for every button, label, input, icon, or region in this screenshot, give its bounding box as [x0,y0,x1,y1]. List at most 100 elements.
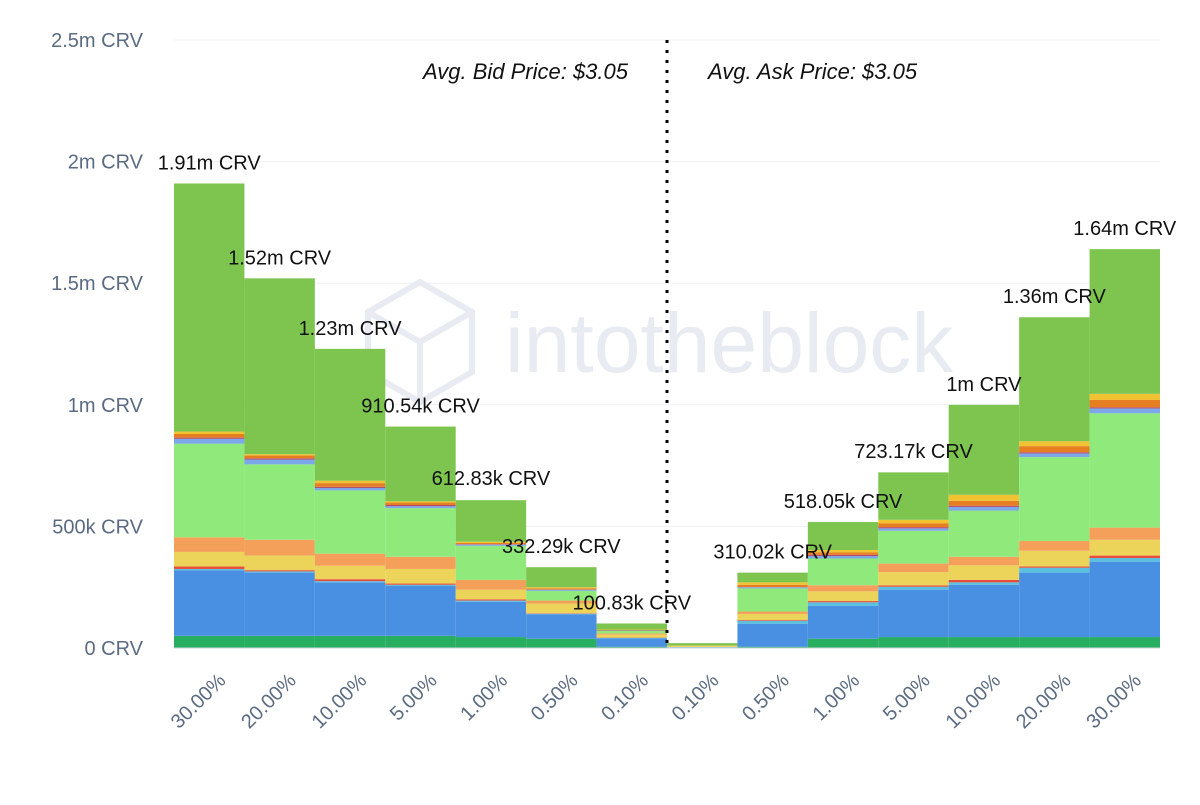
bar-segment [737,582,807,584]
bar-segment [1090,407,1160,408]
bar-segment [1090,556,1160,558]
x-tick-label: 0.50% [527,669,583,725]
bar-segment [949,637,1019,648]
bar-segment [385,503,455,505]
bar-segment [526,587,596,588]
bar-segment [949,580,1019,582]
bar-segment [878,531,948,564]
watermark-text: intotheblock [505,296,954,390]
bar-segment [385,586,455,636]
bar-segment [597,635,667,638]
bar-segment [244,573,314,636]
bar-segment [949,506,1019,507]
x-tick-label: 1.00% [456,669,512,725]
bar-segment [315,581,385,582]
x-tick-label: 30.00% [1082,669,1146,733]
x-tick-label: 5.00% [386,669,442,725]
bar-segment [597,631,667,633]
bar-segment [808,585,878,591]
bar-segment [1090,528,1160,540]
bar-segment [456,601,526,602]
bar-segment [174,444,244,538]
bar-segment [174,183,244,431]
bar-segment [1019,573,1089,637]
x-tick-label: 5.00% [879,669,935,725]
bar-segment [949,511,1019,557]
bar-segment [456,602,526,637]
bar-segment [174,636,244,648]
bar-segment [1090,637,1160,648]
bar-segment [737,587,807,588]
y-tick-label: 2.5m CRV [51,30,144,52]
bar-segment [174,569,244,570]
bar-segment [667,643,737,645]
bar-segment [526,588,596,589]
bar-segment [244,540,314,556]
bar-segment [174,537,244,552]
bar-segment [174,438,244,439]
bar-segment [244,278,314,454]
bar-segment [1019,317,1089,441]
bar-segment [1090,400,1160,407]
bar-segment [597,633,667,634]
bar-segment [385,636,455,648]
bar-segment [385,505,455,506]
bar-segment [878,590,948,637]
bar-segment [737,573,807,583]
bar-total-label: 1.36m CRV [1003,286,1107,308]
bar-segment [878,587,948,590]
x-tick-label: 20.00% [237,669,301,733]
bar-4 [456,500,526,648]
bar-segment [456,637,526,648]
bar-segment [808,591,878,601]
bar-segment [949,507,1019,511]
bar-segment [315,490,385,553]
bar-segment [456,580,526,590]
bar-segment [597,623,667,629]
bar-segment [1090,249,1160,394]
bar-segment [949,582,1019,584]
bar-total-label: 518.05k CRV [784,491,903,513]
bar-total-label: 1.64m CRV [1073,218,1177,240]
bar-segment [808,639,878,648]
bar-segment [244,464,314,539]
bar-segment [808,602,878,606]
x-tick-label: 10.00% [942,669,1006,733]
bar-segment [526,614,596,638]
bar-segment [878,523,948,527]
bar-segment [878,520,948,524]
bar-total-label: 910.54k CRV [361,396,480,418]
x-tick-label: 0.50% [738,669,794,725]
x-tick-label: 0.10% [597,669,653,725]
y-tick-label: 500k CRV [52,516,143,538]
bar-segment [1090,394,1160,400]
bar-segment [456,599,526,600]
bar-12 [1019,317,1089,648]
bar-segment [385,584,455,585]
bar-segment [315,487,385,488]
bar-segment [1090,540,1160,556]
bar-segment [1090,408,1160,413]
bar-segment [244,454,314,455]
bar-segment [1019,453,1089,457]
bar-total-label: 310.02k CRV [713,542,832,564]
bar-segment [949,501,1019,506]
bar-segment [1090,413,1160,527]
x-axis: 30.00%20.00%10.00%5.00%1.00%0.50%0.10%0.… [167,648,1160,733]
bar-segment [315,582,385,636]
bar-segment [385,508,455,557]
bar-total-label: 1.91m CRV [158,152,262,174]
bar-segment [315,566,385,579]
bar-segment [174,570,244,636]
bar-segment [597,638,667,647]
bar-segment [1090,558,1160,562]
bar-segment [174,567,244,569]
bar-segment [949,565,1019,580]
bar-segment [385,585,455,586]
bar-8 [737,573,807,648]
bar-segment [526,567,596,587]
bar-segment [244,570,314,571]
bar-segment [808,606,878,639]
bar-2 [315,349,385,648]
